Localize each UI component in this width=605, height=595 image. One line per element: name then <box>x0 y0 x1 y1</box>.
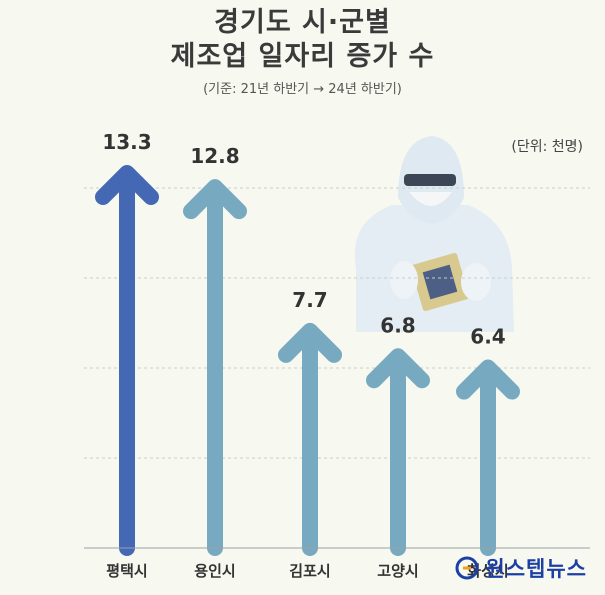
bar-arrowhead <box>183 179 247 220</box>
chart-title-block: 경기도 시·군별 제조업 일자리 증가 수 (기준: 21년 하반기 → 24년… <box>0 6 605 97</box>
bar-arrow <box>183 179 247 556</box>
bar-arrow <box>278 322 342 556</box>
bar-arrow <box>95 165 159 556</box>
brand-name: 원스텝뉴스 <box>485 557 587 581</box>
value-label: 6.8 <box>380 313 415 337</box>
bar-arrow <box>456 359 520 556</box>
brand-logo-icon <box>455 556 479 580</box>
worker-illustration <box>354 136 514 332</box>
bar-arrowhead <box>278 322 342 363</box>
value-label: 12.8 <box>190 144 239 168</box>
chart-title-line-2: 제조업 일자리 증가 수 <box>170 41 435 72</box>
category-label: 평택시 <box>106 562 147 580</box>
value-label: 7.7 <box>292 288 327 312</box>
chart-title-line-1: 경기도 시·군별 <box>214 7 391 38</box>
category-label: 김포시 <box>289 562 330 580</box>
value-label: 13.3 <box>102 130 151 154</box>
unit-label: (단위: 천명) <box>511 139 583 155</box>
value-label: 6.4 <box>470 325 505 349</box>
bar-arrow <box>366 348 430 556</box>
bar-arrowhead <box>366 348 430 389</box>
brand-watermark: 원스텝뉴스 <box>455 553 587 583</box>
category-label: 용인시 <box>194 562 235 580</box>
category-label: 고양시 <box>377 562 418 580</box>
bar-arrowhead <box>456 359 520 400</box>
bar-arrowhead <box>95 165 159 205</box>
chart-subtitle: (기준: 21년 하반기 → 24년 하반기) <box>203 82 402 97</box>
